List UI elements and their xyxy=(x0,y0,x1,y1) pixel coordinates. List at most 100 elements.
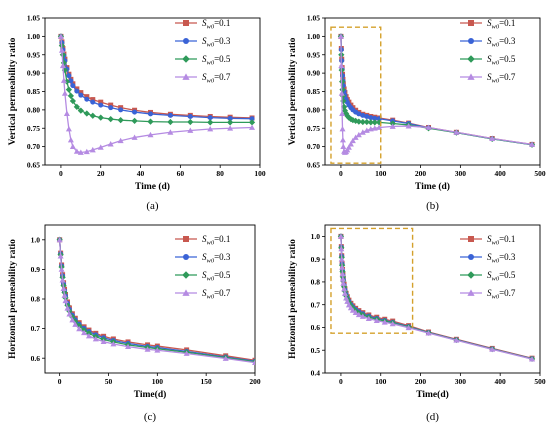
plot-frame xyxy=(324,224,541,374)
data-point xyxy=(63,110,70,116)
legend-label: Sw0=0.5 xyxy=(202,270,231,283)
data-point xyxy=(339,110,346,116)
legend-subscript: w0 xyxy=(492,60,500,67)
legend-marker xyxy=(467,73,475,80)
data-point xyxy=(207,119,214,126)
legend-marker xyxy=(182,289,190,296)
legend-value: =0.1 xyxy=(499,18,515,28)
legend-value: =0.5 xyxy=(499,54,516,64)
data-point xyxy=(339,125,346,132)
data-point xyxy=(66,73,72,79)
x-tick-label: 200 xyxy=(249,377,261,386)
x-tick-label: 50 xyxy=(105,377,113,386)
y-tick-label: 0.80 xyxy=(307,105,320,114)
y-tick-label: 0.90 xyxy=(27,69,40,78)
data-point xyxy=(339,276,346,282)
legend-label: Sw0=0.7 xyxy=(202,72,231,85)
legend-var: S xyxy=(487,252,492,262)
legend-value: =0.1 xyxy=(214,18,230,28)
x-tick-label: 150 xyxy=(201,377,213,386)
legend-subscript: w0 xyxy=(207,78,215,85)
data-point xyxy=(61,90,68,96)
data-point xyxy=(60,77,67,83)
data-point xyxy=(108,105,114,111)
data-point xyxy=(248,119,256,126)
data-point xyxy=(371,119,378,126)
y-tick-label: 1.0 xyxy=(31,235,41,244)
legend-subscript: w0 xyxy=(207,258,215,265)
data-point xyxy=(249,124,256,130)
legend-subscript: w0 xyxy=(492,258,500,265)
data-point xyxy=(107,115,114,123)
data-point xyxy=(389,320,396,327)
y-tick-label: 0.85 xyxy=(307,87,320,96)
data-point xyxy=(365,315,372,321)
data-point xyxy=(529,356,536,362)
legend-label: Sw0=0.3 xyxy=(487,36,516,49)
data-point xyxy=(147,118,154,125)
legend-var: S xyxy=(487,234,492,244)
series-layer xyxy=(337,233,536,363)
legend-subscript: w0 xyxy=(492,24,500,31)
legend-value: =0.5 xyxy=(214,270,231,280)
data-point xyxy=(183,350,190,356)
panel-label: (b) xyxy=(426,200,439,212)
data-point xyxy=(222,355,229,361)
legend-label: Sw0=0.5 xyxy=(202,54,231,66)
data-point xyxy=(117,137,124,144)
legend-value: =0.3 xyxy=(499,252,516,262)
legend-var: S xyxy=(202,54,207,64)
data-point xyxy=(97,144,104,150)
y-tick-label: 0.5 xyxy=(311,346,321,355)
data-point xyxy=(207,115,213,121)
legend-marker xyxy=(183,254,189,260)
legend-value: =0.7 xyxy=(499,288,516,298)
data-point xyxy=(359,118,366,126)
data-point xyxy=(207,125,214,132)
legend-label: Sw0=0.5 xyxy=(487,270,516,283)
data-point xyxy=(340,280,347,286)
data-point xyxy=(339,137,346,143)
x-tick-label: 60 xyxy=(177,169,185,178)
x-tick-label: 400 xyxy=(495,169,507,178)
y-tick-label: 0.95 xyxy=(307,50,320,59)
data-point xyxy=(338,62,345,69)
legend-var: S xyxy=(202,72,207,82)
data-point xyxy=(187,127,194,133)
data-point xyxy=(249,116,255,122)
data-point xyxy=(381,319,388,325)
legend-label: Sw0=0.7 xyxy=(487,72,516,85)
legend-marker xyxy=(183,38,189,44)
x-tick-label: 300 xyxy=(455,377,467,386)
data-point xyxy=(77,149,84,155)
panel-label: (c) xyxy=(144,411,157,423)
x-tick-label: 300 xyxy=(455,169,467,178)
data-point xyxy=(100,338,107,345)
legend-marker xyxy=(467,271,475,279)
data-point xyxy=(69,317,76,323)
legend-value: =0.7 xyxy=(214,72,231,82)
data-point xyxy=(125,343,132,350)
data-point xyxy=(227,119,234,126)
legend-label: Sw0=0.7 xyxy=(202,288,231,301)
legend-var: S xyxy=(202,234,207,244)
data-point xyxy=(389,123,396,129)
legend-subscript: w0 xyxy=(207,24,215,31)
legend-label: Sw0=0.7 xyxy=(487,288,516,301)
data-point xyxy=(187,113,193,119)
legend-marker xyxy=(467,55,475,63)
data-point xyxy=(69,97,76,105)
data-point xyxy=(339,270,346,277)
legend-label: Sw0=0.1 xyxy=(202,18,230,31)
y-tick-label: 0.9 xyxy=(311,255,321,264)
data-point xyxy=(349,137,356,144)
data-point xyxy=(352,134,359,140)
data-point xyxy=(339,86,346,93)
data-point xyxy=(67,92,75,100)
y-tick-label: 0.9 xyxy=(31,265,41,274)
highlight-box xyxy=(330,26,382,164)
y-tick-label: 1.0 xyxy=(311,232,321,241)
